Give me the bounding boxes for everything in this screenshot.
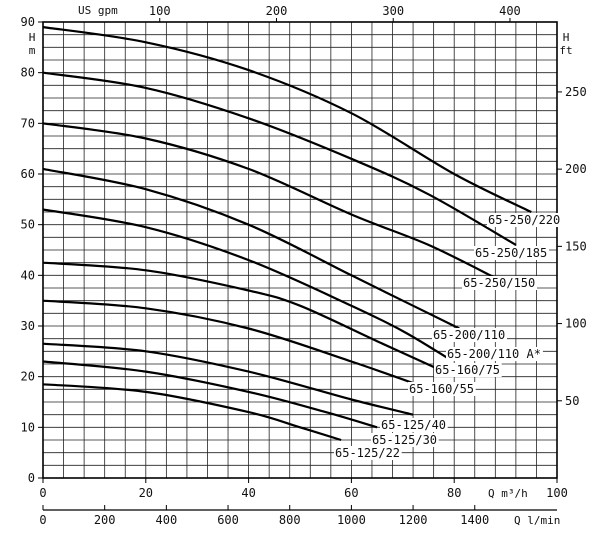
series-label-65-200-110: 65-200/110 <box>433 328 505 342</box>
series-label-65-125-30: 65-125/30 <box>372 433 437 447</box>
series-label-65-250-150: 65-250/150 <box>463 276 535 290</box>
y-ft-unit-label-ft: ft <box>559 44 572 57</box>
x-gpm-tick-label: 200 <box>266 4 288 18</box>
y-m-tick-label: 70 <box>21 116 35 130</box>
x-m3h-tick-label: 0 <box>39 486 46 500</box>
y-m-tick-label: 30 <box>21 319 35 333</box>
y-m-unit-label-h: H <box>29 31 36 44</box>
series-label-65-125-40: 65-125/40 <box>381 418 446 432</box>
curve-65-125-22 <box>42 383 342 442</box>
y-ft-tick-label: 250 <box>565 85 587 99</box>
series-label-65-160-75: 65-160/75 <box>435 363 500 377</box>
y-m-tick-label: 20 <box>21 370 35 384</box>
x-lmin-tick-label: 1200 <box>399 513 428 527</box>
curve-65-200-110 <box>42 167 460 330</box>
y-ft-tick-label: 200 <box>565 162 587 176</box>
x-m3h-tick-label: 20 <box>139 486 153 500</box>
curve-65-250-220 <box>42 26 532 213</box>
x-lmin-tick-label: 400 <box>156 513 178 527</box>
x-lmin-tick-label: 200 <box>94 513 116 527</box>
x-lmin-tick-label: 1000 <box>337 513 366 527</box>
curve-65-250-185 <box>42 71 517 246</box>
series-label-65-250-185: 65-250/185 <box>475 246 547 260</box>
x-m3h-unit-label: Q m³/h <box>488 487 528 500</box>
label-bg-65-250-185 <box>474 246 549 260</box>
x-lmin-tick-label: 600 <box>217 513 239 527</box>
y-m-tick-label: 60 <box>21 167 35 181</box>
y-m-unit-label-m: m <box>29 44 36 57</box>
label-bg-65-200-110-a <box>446 347 543 361</box>
y-m-tick-label: 50 <box>21 218 35 232</box>
series-label-65-250-220: 65-250/220 <box>488 213 560 227</box>
x-gpm-tick-label: 100 <box>149 4 171 18</box>
series-label-65-125-22: 65-125/22 <box>335 446 400 460</box>
curve-65-250-150 <box>42 122 496 279</box>
x-lmin-unit-label: Q l/min <box>514 514 560 527</box>
label-bg-65-200-110 <box>432 328 507 342</box>
series-label-65-160-55: 65-160/55 <box>409 382 474 396</box>
x-m3h-tick-label: 60 <box>344 486 358 500</box>
y-ft-unit-label-h: H <box>563 31 570 44</box>
x-gpm-tick-label: 400 <box>499 4 521 18</box>
curve-65-200-110-a <box>42 208 450 360</box>
x-m3h-tick-label: 80 <box>447 486 461 500</box>
y-m-tick-label: 90 <box>21 15 35 29</box>
label-bg-65-125-40 <box>380 418 448 432</box>
y-m-tick-label: 40 <box>21 268 35 282</box>
plot-frame <box>42 21 558 479</box>
curve-65-160-55 <box>42 299 424 388</box>
series-label-65-200-110-a: 65-200/110 A* <box>447 347 541 361</box>
label-bg-65-125-30 <box>371 433 439 447</box>
label-bg-65-160-55 <box>408 382 476 396</box>
y-m-tick-label: 10 <box>21 420 35 434</box>
x-lmin-tick-label: 800 <box>279 513 301 527</box>
curve-65-160-75 <box>42 261 445 373</box>
y-ft-tick-label: 50 <box>565 394 579 408</box>
y-ft-tick-label: 150 <box>565 239 587 253</box>
curves <box>42 26 532 442</box>
x-lmin-tick-label: 0 <box>39 513 46 527</box>
y-m-tick-label: 0 <box>28 471 35 485</box>
x-gpm-tick-label: 300 <box>382 4 404 18</box>
curve-65-125-40 <box>42 342 414 416</box>
x-gpm-unit-label: US gpm <box>78 4 118 17</box>
y-ft-tick-label: 100 <box>565 317 587 331</box>
x-lmin-tick-label: 1400 <box>460 513 489 527</box>
x-m3h-tick-label: 40 <box>241 486 255 500</box>
y-m-tick-label: 80 <box>21 66 35 80</box>
label-bg-65-160-75 <box>434 363 502 377</box>
grid <box>38 18 562 511</box>
x-m3h-tick-label: 100 <box>546 486 568 500</box>
label-bg-65-250-150 <box>462 276 537 290</box>
curve-65-125-30 <box>42 360 378 429</box>
label-bg-65-125-22 <box>334 446 402 460</box>
label-bg-65-250-220 <box>487 213 562 227</box>
